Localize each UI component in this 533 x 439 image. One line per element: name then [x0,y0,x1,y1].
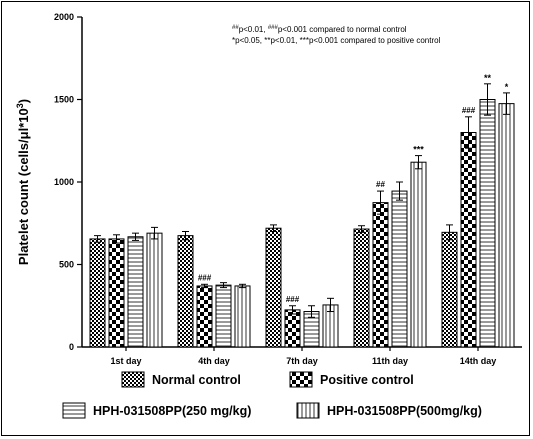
bar [391,190,408,348]
bar [127,236,144,348]
y-tick-label: 1500 [54,95,74,105]
bar [353,228,370,348]
plot-area: 0 500 1000 1500 2000 1st day 4th day ### 7th day… [54,12,522,366]
bar [410,161,427,348]
y-tick-label: 1000 [54,177,74,187]
bar [234,285,251,348]
significance-mark: ### [286,295,300,304]
legend-label: Positive control [320,373,414,387]
legend-label: HPH-031508PP(250 mg/kg) [93,404,251,418]
legend-label: Normal control [152,373,241,387]
legend-swatch [296,402,320,419]
annotation-positive-control: *p<0.05, **p<0.01, ***p<0.001 compared t… [232,36,441,45]
x-tick-label: 11th day [372,356,408,366]
significance-mark: *** [413,145,424,155]
annotation-normal-control: ##p<0.01, ###p<0.001 compared to normal … [232,25,407,34]
bar [479,99,496,348]
bar [498,103,515,348]
significance-mark: ### [198,273,212,282]
y-tick-label: 2000 [54,12,74,22]
bar [196,285,213,348]
significance-mark: * [505,82,509,92]
y-tick-label: 0 [69,342,74,352]
bar [177,235,194,348]
x-tick-label: 7th day [286,356,318,366]
significance-mark: ** [484,73,492,83]
x-tick-label: 1st day [110,356,141,366]
x-tick-label: 14th day [460,356,497,366]
bar [284,309,301,348]
significance-mark: ### [462,106,476,115]
legend-swatch [121,371,145,388]
y-tick-label: 500 [59,260,74,270]
bar [265,227,282,348]
significance-mark: ## [376,180,385,189]
legend: Normal control Positive control HPH-031508… [62,371,482,419]
bar [108,238,125,348]
bar [372,202,389,348]
bar [441,231,458,348]
bar [89,238,106,348]
bar [215,284,232,348]
y-axis-label: Platelet count (cells/μl*103) [15,99,31,265]
bar [146,232,163,348]
bar [460,132,477,348]
legend-swatch [62,402,86,419]
legend-label: HPH-031508PP(500mg/kg) [327,404,482,418]
x-tick-label: 4th day [198,356,230,366]
legend-swatch [289,371,313,388]
